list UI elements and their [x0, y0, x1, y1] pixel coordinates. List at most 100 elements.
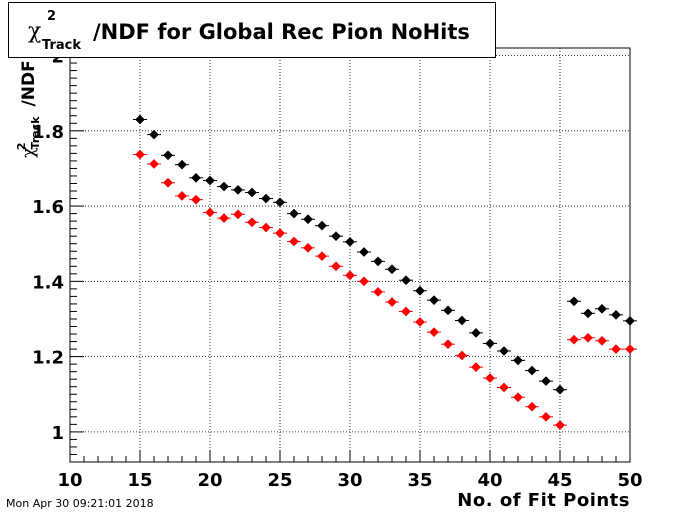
data-point — [331, 231, 341, 242]
data-point — [149, 129, 159, 140]
data-point — [205, 207, 215, 218]
x-tick-label: 50 — [617, 470, 642, 491]
data-point — [303, 242, 313, 253]
data-point — [429, 295, 439, 306]
data-point — [569, 334, 579, 345]
data-point — [177, 159, 187, 170]
y-tick-label: 1.2 — [32, 348, 64, 369]
data-point — [191, 172, 201, 183]
data-point — [317, 251, 327, 262]
timestamp: Mon Apr 30 09:21:01 2018 — [6, 497, 154, 510]
data-point — [443, 339, 453, 350]
data-point — [443, 305, 453, 316]
x-tick-label: 40 — [477, 470, 502, 491]
data-point — [373, 256, 383, 267]
data-point — [415, 285, 425, 296]
x-tick-label: 45 — [547, 470, 572, 491]
data-point — [597, 303, 607, 314]
x-tick-label: 20 — [197, 470, 222, 491]
data-point — [247, 217, 257, 228]
data-point — [499, 382, 509, 393]
data-point — [485, 338, 495, 349]
title-chi-symbol: χ — [28, 19, 42, 44]
data-point — [499, 346, 509, 356]
data-point — [345, 236, 355, 247]
x-tick-label: 10 — [57, 470, 82, 491]
data-point — [163, 177, 173, 188]
data-point — [289, 208, 299, 219]
data-point — [513, 355, 523, 366]
y-tick-label: 1 — [51, 423, 64, 444]
data-series — [133, 114, 637, 431]
title-text: /NDF for Global Rec Pion NoHits — [93, 20, 470, 44]
data-point — [149, 158, 159, 169]
data-point — [219, 213, 229, 224]
grid — [70, 48, 630, 462]
y-tick-label: 1.4 — [32, 272, 64, 293]
data-point — [401, 275, 411, 286]
data-point — [163, 150, 173, 161]
data-point — [457, 350, 467, 361]
data-point — [555, 420, 565, 431]
x-tick-label: 15 — [127, 470, 152, 491]
data-point — [541, 376, 551, 387]
data-point — [387, 264, 397, 275]
title-superscript: 2 — [47, 9, 57, 24]
data-point — [359, 276, 369, 287]
data-point — [359, 247, 369, 257]
title-subscript: Track — [42, 38, 81, 53]
data-point — [135, 149, 145, 160]
data-point — [275, 228, 285, 239]
data-point — [233, 184, 243, 195]
series-0 — [133, 114, 637, 395]
data-point — [191, 194, 201, 205]
data-point — [415, 317, 425, 327]
data-point — [345, 270, 355, 281]
data-point — [611, 309, 621, 320]
y-tick-label: 1.8 — [32, 122, 64, 143]
data-point — [401, 306, 411, 317]
data-point — [527, 401, 537, 412]
data-point — [387, 297, 397, 307]
data-point — [555, 384, 565, 395]
data-point — [471, 327, 481, 338]
series-1 — [133, 149, 637, 431]
data-point — [289, 236, 299, 247]
y-label-rest: /NDF — [19, 60, 39, 107]
x-tick-label: 25 — [267, 470, 292, 491]
data-point — [485, 373, 495, 384]
x-axis-label: No. of Fit Points — [457, 490, 630, 511]
data-point — [247, 187, 257, 198]
data-point — [135, 114, 145, 125]
data-point — [597, 335, 607, 346]
data-point — [219, 181, 229, 192]
data-point — [177, 190, 187, 201]
data-point — [233, 209, 243, 220]
data-point — [583, 332, 593, 343]
data-point — [373, 286, 383, 297]
data-point — [317, 220, 327, 231]
y-axis-label: χ2Track/NDF — [14, 40, 54, 160]
data-point — [331, 261, 341, 272]
data-point — [625, 344, 635, 355]
data-point — [205, 175, 215, 186]
y-label-sup: 2 — [15, 142, 28, 151]
y-tick-label: 1.6 — [32, 197, 64, 218]
data-point — [611, 344, 621, 355]
y-label-sub: Track — [29, 116, 42, 150]
data-point — [569, 296, 579, 307]
data-point — [527, 365, 537, 376]
x-tick-label: 35 — [407, 470, 432, 491]
data-point — [513, 392, 523, 403]
data-point — [583, 308, 593, 319]
data-point — [261, 222, 271, 233]
x-tick-label: 30 — [337, 470, 362, 491]
data-point — [429, 327, 439, 338]
data-point — [457, 315, 467, 326]
data-point — [275, 197, 285, 208]
chart-title: χ 2 Track /NDF for Global Rec Pion NoHit… — [8, 2, 496, 58]
data-point — [303, 214, 313, 225]
data-point — [261, 193, 271, 204]
data-point — [625, 315, 635, 326]
